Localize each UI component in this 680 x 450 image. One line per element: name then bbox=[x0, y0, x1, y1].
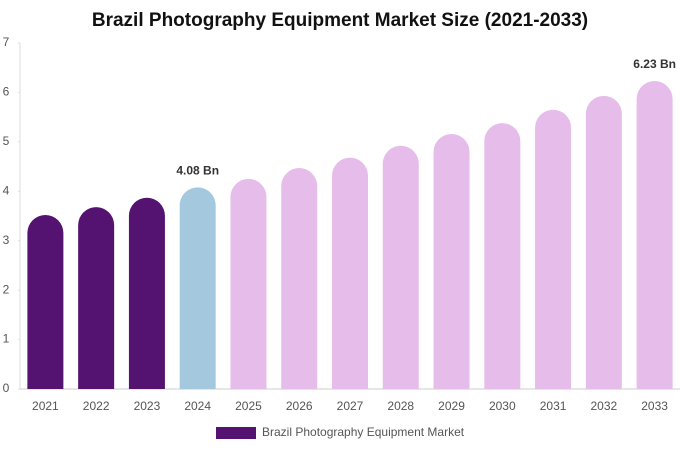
bar bbox=[128, 197, 165, 389]
legend-swatch bbox=[216, 427, 256, 439]
x-tick-label: 2031 bbox=[540, 399, 567, 413]
y-tick-label: 5 bbox=[3, 134, 10, 148]
y-tick-label: 0 bbox=[3, 381, 10, 395]
bar bbox=[332, 157, 368, 389]
bar bbox=[230, 178, 267, 389]
bar bbox=[27, 215, 64, 389]
bar bbox=[78, 207, 115, 389]
x-tick-label: 2028 bbox=[387, 399, 414, 413]
bar bbox=[636, 81, 673, 389]
x-tick-label: 2021 bbox=[32, 399, 59, 413]
x-tick-label: 2026 bbox=[286, 399, 313, 413]
x-tick-label: 2033 bbox=[641, 399, 668, 413]
value-label: 6.23 Bn bbox=[633, 57, 676, 71]
bar bbox=[433, 133, 470, 389]
y-tick-label: 1 bbox=[3, 332, 10, 346]
x-tick-label: 2022 bbox=[83, 399, 110, 413]
y-tick-label: 2 bbox=[3, 282, 10, 296]
x-tick-label: 2023 bbox=[134, 399, 161, 413]
x-tick-label: 2030 bbox=[489, 399, 516, 413]
bar bbox=[484, 123, 521, 389]
bar bbox=[382, 145, 419, 389]
x-tick-label: 2025 bbox=[235, 399, 262, 413]
chart-title: Brazil Photography Equipment Market Size… bbox=[92, 10, 588, 31]
y-tick-label: 4 bbox=[3, 183, 10, 197]
value-label: 4.08 Bn bbox=[176, 164, 219, 178]
x-tick-label: 2024 bbox=[184, 399, 211, 413]
legend-label: Brazil Photography Equipment Market bbox=[262, 425, 465, 439]
bar bbox=[281, 168, 318, 389]
y-tick-label: 3 bbox=[3, 233, 10, 247]
x-tick-label: 2032 bbox=[590, 399, 617, 413]
bar bbox=[179, 187, 216, 389]
bar bbox=[535, 109, 572, 389]
y-tick-label: 7 bbox=[3, 35, 10, 49]
x-tick-label: 2027 bbox=[337, 399, 364, 413]
y-tick-label: 6 bbox=[3, 85, 10, 99]
x-tick-label: 2029 bbox=[438, 399, 465, 413]
bar bbox=[585, 95, 622, 389]
